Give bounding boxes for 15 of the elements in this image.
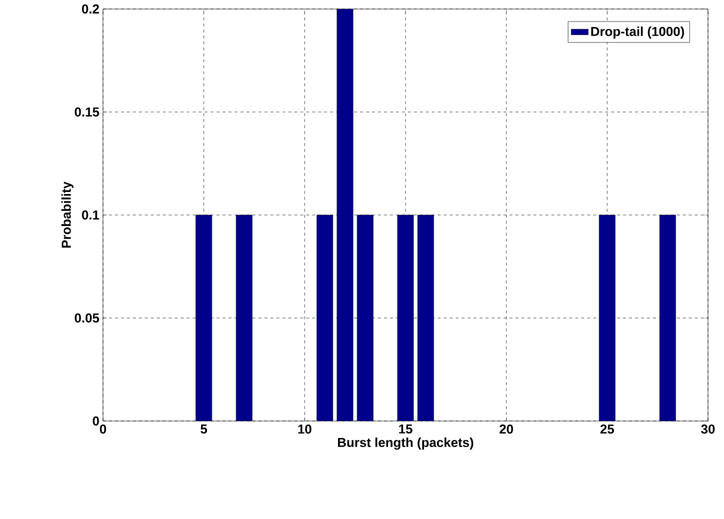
x-tick-label: 30: [701, 424, 715, 434]
x-axis-title: Burst length (packets): [338, 438, 474, 450]
legend-label: Drop-tail (1000): [591, 26, 684, 39]
x-tick-label: 5: [200, 424, 208, 434]
x-tick-label: 20: [500, 424, 514, 434]
x-tick-label: 0: [100, 424, 106, 434]
x-tick-label: 15: [399, 424, 412, 434]
x-tick-label: 10: [298, 424, 312, 434]
x-tick-label: 25: [600, 424, 614, 434]
y-tick-label: 0.2: [82, 4, 99, 14]
y-tick-label: 0.1: [82, 210, 100, 220]
y-axis-title: Probability: [61, 182, 74, 248]
y-tick-label: 0.05: [74, 313, 100, 323]
y-tick-label: 0.15: [74, 107, 100, 117]
y-tick-label: 0: [92, 416, 99, 426]
